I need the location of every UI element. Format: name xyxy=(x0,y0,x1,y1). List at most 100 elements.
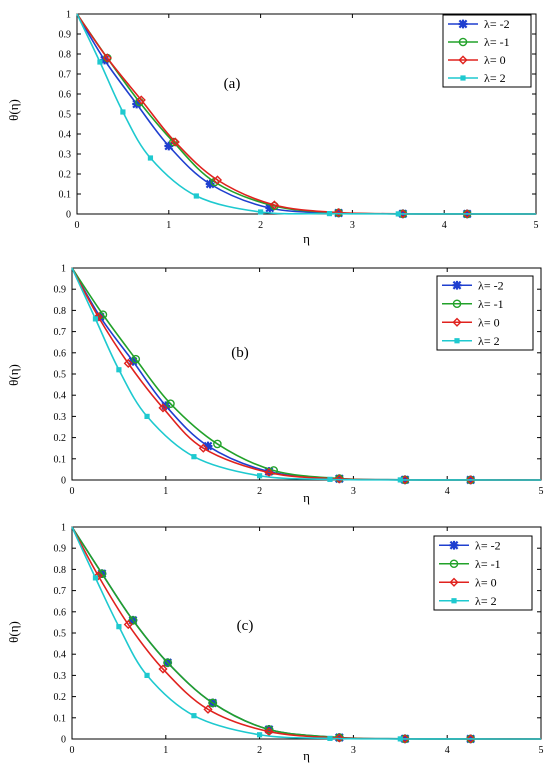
data-point xyxy=(205,179,215,189)
x-tick-label: 2 xyxy=(258,220,263,231)
data-point xyxy=(395,211,401,217)
data-point xyxy=(92,575,99,581)
data-point xyxy=(164,141,174,151)
legend-label: λ= 0 xyxy=(478,315,500,329)
x-tick-label: 2 xyxy=(257,486,262,497)
y-tick-label: 0.7 xyxy=(54,586,67,597)
legend: λ= -2 λ= -1 λ= 0 λ= 2 xyxy=(436,275,534,351)
y-tick-label: 0.2 xyxy=(59,170,72,181)
panel-label: (a) xyxy=(224,76,241,92)
y-tick-label: 0.4 xyxy=(59,130,72,141)
x-tick-label: 5 xyxy=(534,220,539,231)
x-tick-label: 4 xyxy=(445,745,450,756)
data-point xyxy=(123,358,133,368)
y-tick-label: 0.2 xyxy=(54,433,67,444)
data-point xyxy=(116,367,122,373)
data-point xyxy=(136,95,146,105)
data-point xyxy=(397,477,403,483)
data-point xyxy=(161,401,171,411)
y-tick-label: 0.7 xyxy=(54,327,67,338)
data-point xyxy=(264,726,274,737)
data-point xyxy=(397,736,403,742)
x-tick-label: 4 xyxy=(445,486,450,497)
data-point xyxy=(97,569,107,578)
y-tick-label: 0.8 xyxy=(54,565,67,576)
y-axis-label: θ(η) xyxy=(6,364,21,386)
legend-label: λ= -2 xyxy=(484,17,510,31)
data-point xyxy=(327,735,333,741)
data-point xyxy=(144,672,150,678)
data-point xyxy=(466,734,476,744)
y-tick-label: 0.1 xyxy=(54,713,67,724)
data-point xyxy=(212,175,223,185)
data-point xyxy=(334,474,344,484)
data-point xyxy=(144,413,150,419)
data-point xyxy=(170,137,180,147)
data-point xyxy=(97,59,103,65)
data-point xyxy=(213,439,222,449)
data-point xyxy=(147,155,154,161)
y-tick-label: 0.6 xyxy=(54,607,67,618)
legend-marker xyxy=(458,19,468,29)
data-point xyxy=(257,473,263,479)
y-tick-label: 0.6 xyxy=(59,90,72,101)
x-axis-label: η xyxy=(303,490,310,505)
series-4 xyxy=(76,13,537,217)
data-point xyxy=(198,443,208,453)
legend-marker xyxy=(449,577,459,587)
legend-label: λ= 0 xyxy=(484,53,506,67)
panel-label: (c) xyxy=(237,618,254,634)
data-point xyxy=(269,200,279,210)
legend-marker xyxy=(449,559,459,569)
data-point xyxy=(264,467,274,476)
x-tick-label: 0 xyxy=(75,220,80,231)
data-point xyxy=(128,615,138,625)
legend-marker xyxy=(458,55,468,65)
y-tick-label: 1 xyxy=(66,10,71,21)
x-tick-label: 1 xyxy=(166,220,171,231)
data-point xyxy=(131,354,141,364)
panel-2: 0 1 2 3 4 5 0 0.1 0.2 0.3 0.4 0.5 0.6 0.7 0.8 0.9 1 η θ(η)… xyxy=(6,264,544,506)
x-tick-label: 5 xyxy=(539,745,544,756)
data-point xyxy=(123,619,133,630)
data-point xyxy=(264,725,274,734)
panel-1: 0 1 2 3 4 5 0 0.1 0.2 0.3 0.4 0.5 0.6 0.7 0.8 0.9 1 η θ(η)… xyxy=(6,10,539,247)
y-tick-label: 0.1 xyxy=(54,454,67,465)
x-tick-label: 2 xyxy=(257,745,262,756)
x-axis-label: η xyxy=(303,231,310,246)
legend-marker xyxy=(460,75,466,81)
data-point xyxy=(158,664,168,674)
y-tick-label: 0.6 xyxy=(54,348,67,359)
data-point xyxy=(208,698,217,708)
legend-marker xyxy=(449,540,459,550)
x-tick-label: 0 xyxy=(70,486,75,497)
data-point xyxy=(326,211,333,217)
y-tick-label: 1 xyxy=(61,264,66,275)
data-point xyxy=(258,209,264,215)
legend-label: λ= -1 xyxy=(475,557,501,571)
legend-marker xyxy=(452,280,462,290)
legend: λ= -2 λ= -1 λ= 0 λ= 2 xyxy=(442,14,532,88)
x-tick-label: 1 xyxy=(163,486,168,497)
legend-marker xyxy=(454,338,460,344)
x-tick-label: 3 xyxy=(350,220,355,231)
data-point xyxy=(163,658,172,667)
y-tick-label: 0.9 xyxy=(54,285,67,296)
legend-label: λ= 0 xyxy=(475,575,497,589)
y-tick-label: 0.3 xyxy=(59,150,72,161)
panel-3: 0 1 2 3 4 5 0 0.1 0.2 0.3 0.4 0.5 0.6 0.7 0.8 0.9 1 η θ(η)… xyxy=(6,523,544,764)
data-point xyxy=(264,467,274,478)
data-point xyxy=(102,53,112,63)
data-point xyxy=(191,713,197,719)
legend-marker xyxy=(452,317,462,327)
data-point xyxy=(93,312,103,322)
x-axis-label: η xyxy=(303,748,310,763)
panel-label: (b) xyxy=(231,345,249,361)
legend: λ= -2 λ= -1 λ= 0 λ= 2 xyxy=(433,535,533,611)
data-point xyxy=(257,732,263,738)
data-point xyxy=(462,209,472,219)
series-4 xyxy=(71,526,542,742)
y-axis-label: θ(η) xyxy=(6,621,21,643)
data-point xyxy=(169,137,178,147)
